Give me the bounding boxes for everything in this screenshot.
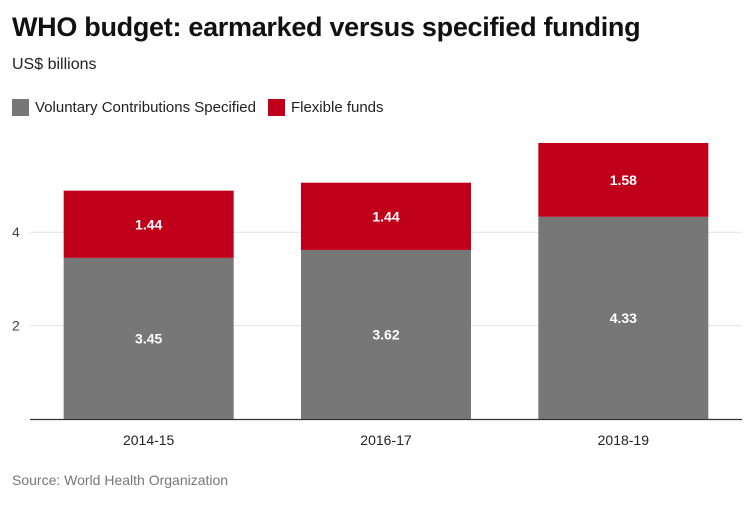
legend-swatch-specified [12, 99, 29, 116]
axis-layer: 2014-15 2016-17 2018-19 [30, 418, 742, 448]
data-label: 1.44 [135, 216, 162, 232]
bar-segment-specified [63, 257, 234, 419]
legend: Voluntary Contributions Specified Flexib… [12, 99, 396, 116]
x-tick-label: 2018-19 [598, 432, 650, 448]
data-label: 4.33 [610, 310, 637, 326]
legend-label-flexible: Flexible funds [290, 99, 384, 116]
chart-title: WHO budget: earmarked versus specified f… [12, 12, 641, 42]
bar-segment-specified [538, 216, 709, 419]
bar-segment-specified [301, 249, 471, 419]
bar-segment-flexible [63, 190, 234, 258]
y-tick-label: 4 [12, 224, 20, 240]
data-label: 1.44 [372, 208, 399, 224]
x-tick-label: 2014-15 [123, 432, 175, 448]
data-label: 1.58 [610, 172, 637, 188]
legend-item-flexible: Flexible funds [267, 99, 384, 116]
legend-swatch-flexible [267, 99, 285, 116]
bar-layer [63, 143, 709, 419]
label-layer: 3.45 1.44 3.62 1.44 4.33 1.58 [135, 172, 637, 347]
y-tick-label: 2 [12, 318, 20, 334]
bar-segment-flexible [301, 182, 471, 250]
legend-item-specified: Voluntary Contributions Specified [12, 99, 256, 116]
legend-label-specified: Voluntary Contributions Specified [35, 99, 256, 116]
source-note: Source: World Health Organization [12, 472, 229, 488]
x-tick-label: 2016-17 [360, 432, 412, 448]
bar-segment-flexible [538, 143, 709, 217]
data-label: 3.45 [135, 330, 162, 346]
data-label: 3.62 [372, 326, 399, 342]
chart-subtitle: US$ billions [12, 56, 97, 73]
